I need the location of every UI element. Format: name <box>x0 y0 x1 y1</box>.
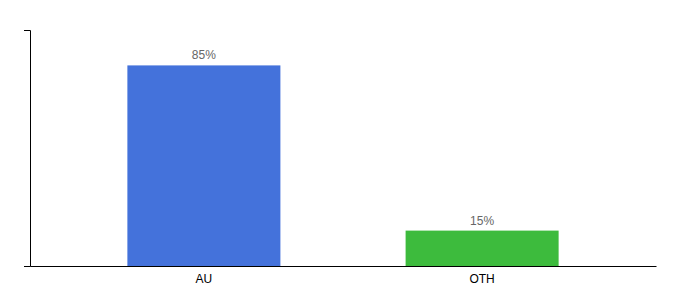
bars <box>127 65 558 266</box>
x-tick-label: AU <box>196 272 213 286</box>
y-axis-line <box>24 31 31 267</box>
x-tick: OTH <box>469 266 494 286</box>
data-labels: 85% 15% <box>192 48 495 227</box>
x-axis: AU OTH <box>31 266 657 286</box>
x-tick-label: OTH <box>469 272 494 286</box>
y-axis <box>24 31 31 267</box>
plot: AU OTH 85% 15% <box>24 31 657 286</box>
chart: AU OTH 85% 15% <box>0 0 680 300</box>
data-label: 15% <box>470 214 494 228</box>
x-tick: AU <box>196 266 213 286</box>
bar <box>406 231 559 266</box>
x-axis-line <box>31 266 657 267</box>
bar <box>127 65 280 266</box>
data-label: 85% <box>192 48 216 62</box>
